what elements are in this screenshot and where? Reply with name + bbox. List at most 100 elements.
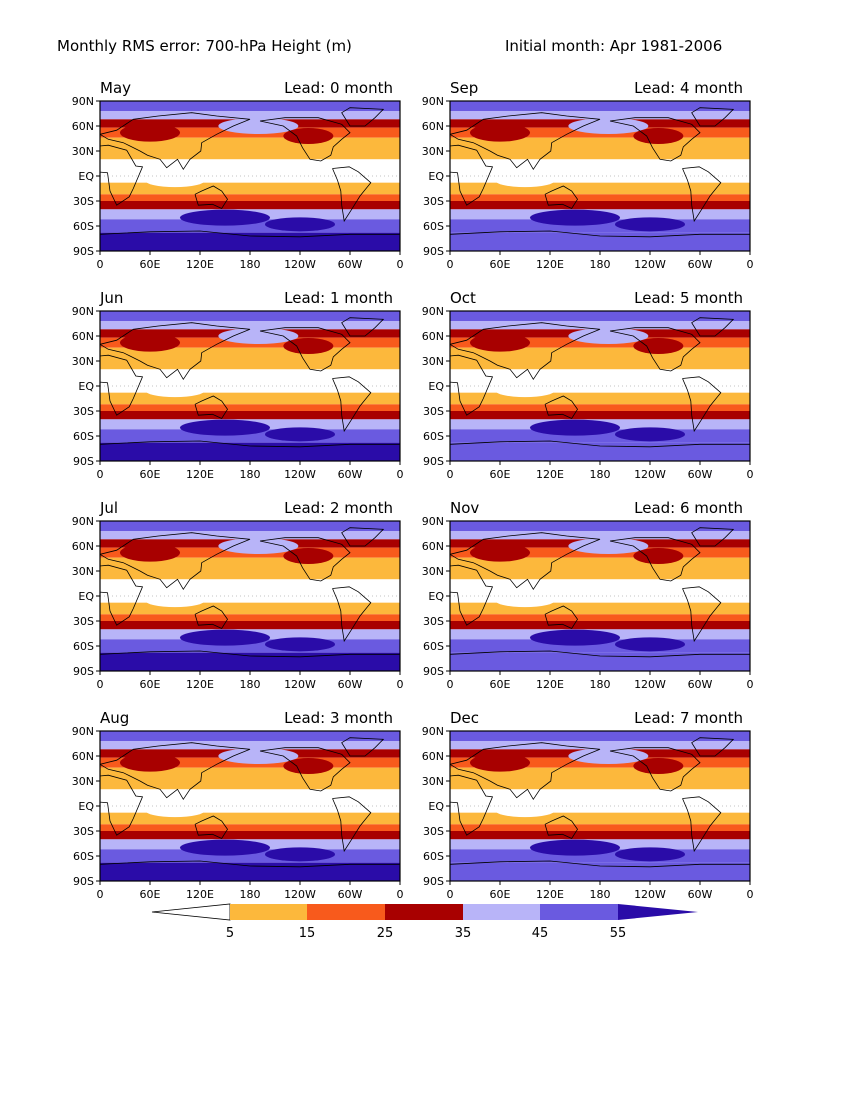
x-tick-label: 60W [688,888,713,901]
x-tick-label: 180 [240,678,261,691]
contour-blob [120,123,180,142]
coastline [682,586,722,643]
y-tick-label: 30N [72,145,94,158]
contour-blob [145,383,205,398]
y-tick-label: 30S [423,405,444,418]
contour-band [450,311,750,321]
contour-blob [633,548,684,564]
contour-band [100,579,400,603]
contour-blob [265,217,335,232]
map-field [450,101,750,251]
x-tick-label: 120W [284,258,316,271]
coastline [544,395,578,420]
y-tick-label: 30N [422,355,444,368]
contour-blob [495,383,555,398]
contour-band [100,137,400,160]
panel-month-label: Aug [100,709,129,727]
x-tick-label: 0 [447,258,454,271]
figure-title-left: Monthly RMS error: 700-hPa Height (m) [57,37,352,55]
x-tick-label: 180 [590,258,611,271]
contour-blob [180,419,270,436]
contour-blob [218,748,299,764]
x-tick-label: 120E [186,258,214,271]
panel-month-label: Dec [450,709,479,727]
y-tick-label: 90S [73,875,94,888]
x-tick-label: 120E [536,258,564,271]
contour-blob [265,637,335,652]
y-tick-label: 60S [73,220,94,233]
x-tick-label: 120W [284,468,316,481]
contour-blob [568,328,649,344]
colorbar-label: 55 [610,926,627,941]
colorbar-swatch [540,904,618,920]
contour-band [450,789,750,813]
y-tick-label: 90S [423,245,444,258]
contour-band [450,602,750,615]
y-tick-label: 60N [422,330,444,343]
coastline [194,185,228,210]
panel-lead-label: Lead: 4 month [634,79,743,97]
contour-band [100,521,400,531]
colorbar-swatch [385,904,463,920]
coastline [450,144,494,206]
contour-band [450,232,750,251]
y-tick-label: 30S [73,405,94,418]
y-tick-label: 90S [423,665,444,678]
y-tick-label: 90N [72,95,94,108]
y-tick-label: 30N [72,775,94,788]
contour-band [450,824,750,831]
x-tick-label: 60E [490,678,511,691]
contour-blob [218,328,299,344]
coastline [450,564,494,626]
contour-blob [120,543,180,562]
coastline [100,112,251,171]
contour-blob [283,758,334,774]
contour-blob [283,548,334,564]
contour-blob [470,753,530,772]
contour-band [450,741,750,750]
contour-band [450,831,750,840]
contour-band [450,159,750,183]
contour-band [100,614,400,621]
y-tick-label: 30S [423,195,444,208]
contour-band [450,531,750,540]
contour-blob [145,593,205,608]
x-tick-label: 60E [490,888,511,901]
y-tick-label: EQ [428,380,444,393]
coastline [691,107,735,127]
contour-blob [530,419,620,436]
y-tick-label: 30N [422,145,444,158]
contour-band [450,182,750,195]
contour-band [450,137,750,160]
coastline [691,527,735,547]
colorbar-label: 5 [226,926,234,941]
contour-blob [615,217,685,232]
y-tick-label: 90S [73,455,94,468]
x-tick-label: 60E [140,678,161,691]
contour-band [100,369,400,393]
panel-month-label: Jul [99,499,118,517]
coastline [609,747,701,792]
contour-blob [615,427,685,442]
colorbar-label: 45 [532,926,549,941]
coastline [691,317,735,337]
contour-band [100,182,400,195]
contour-band [450,652,750,671]
contour-blob [120,753,180,772]
coastline [194,395,228,420]
contour-band [100,311,400,321]
contour-blob [180,209,270,226]
coastline [450,650,750,658]
coastline [609,537,701,582]
contour-blob [145,173,205,188]
y-tick-label: 90S [73,665,94,678]
y-tick-label: 30S [73,825,94,838]
contour-blob [470,543,530,562]
coastline [450,322,601,381]
coastline [450,532,601,591]
